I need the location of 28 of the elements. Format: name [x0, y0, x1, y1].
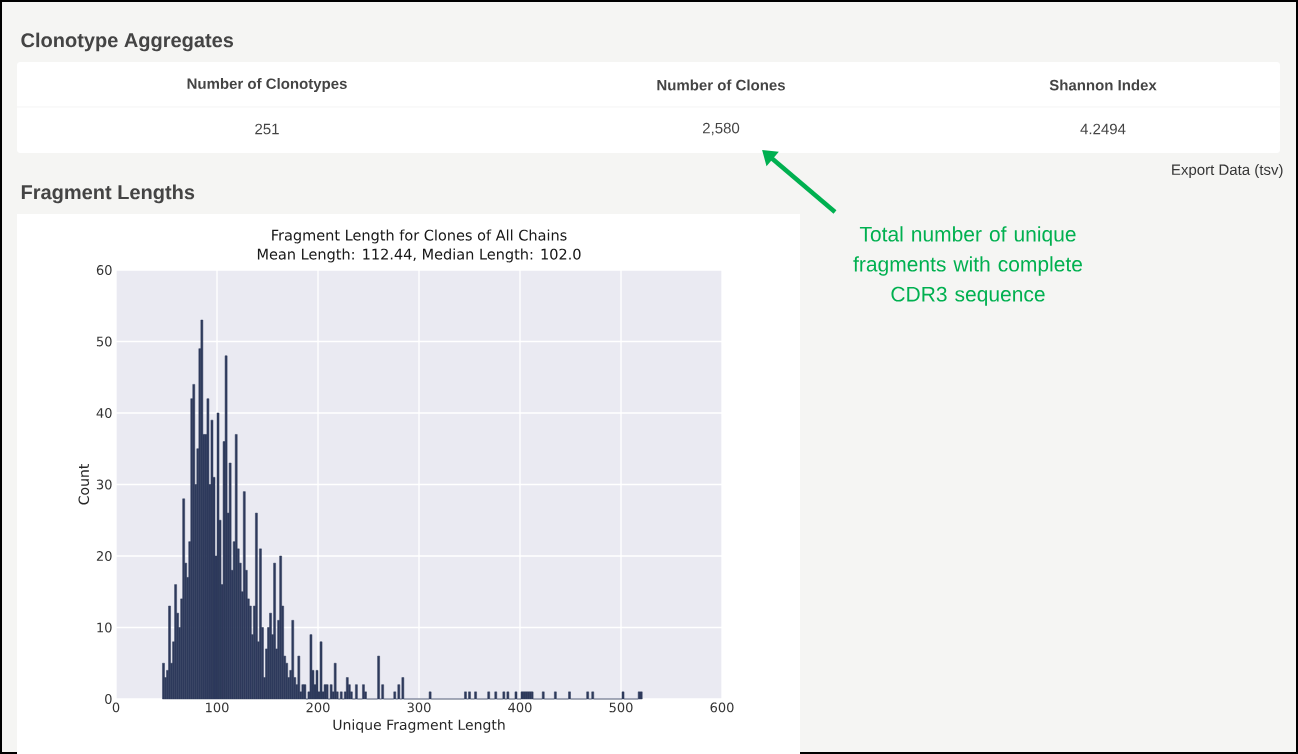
y-tick-label: 50 — [96, 336, 112, 347]
y-tick-label: 40 — [96, 408, 112, 418]
x-tick-label: 200 — [306, 702, 330, 713]
y-tick-label: 0 — [105, 694, 112, 704]
x-tick-label: 500 — [609, 702, 633, 713]
x-tick-label: 300 — [407, 702, 431, 713]
text: 4.2494 — [1080, 123, 1126, 135]
text: Export Data (tsv) — [1172, 164, 1283, 178]
chart-subtitle: Mean Length: 112.44, Median Length: 102.0 — [257, 248, 581, 263]
x-tick-label: 100 — [206, 702, 229, 713]
chart-title: Fragment Length for Clones of All Chains — [272, 229, 567, 244]
y-tick-label: 10 — [97, 622, 112, 633]
text: 2,580 — [702, 122, 740, 136]
x-axis-title: Unique Fragment Length — [333, 719, 505, 733]
x-tick-label: 600 — [710, 702, 734, 713]
y-tick-label: 20 — [96, 551, 112, 561]
text: Total number of unique fragments with complete CDR3 sequence — [853, 226, 1082, 306]
y-tick-label: 60 — [96, 265, 112, 275]
text: 251 — [255, 123, 279, 135]
text: Fragment Lengths — [21, 184, 195, 204]
text: Clonotype Aggregates — [21, 32, 234, 52]
y-axis-title: Count — [78, 464, 90, 505]
text: Number of Clones — [657, 79, 785, 91]
text: Shannon Index — [1049, 79, 1157, 91]
x-tick-label: 0 — [112, 702, 120, 713]
x-tick-label: 400 — [508, 702, 532, 713]
y-tick-label: 30 — [96, 479, 112, 490]
text: Number of Clonotypes — [187, 78, 347, 92]
